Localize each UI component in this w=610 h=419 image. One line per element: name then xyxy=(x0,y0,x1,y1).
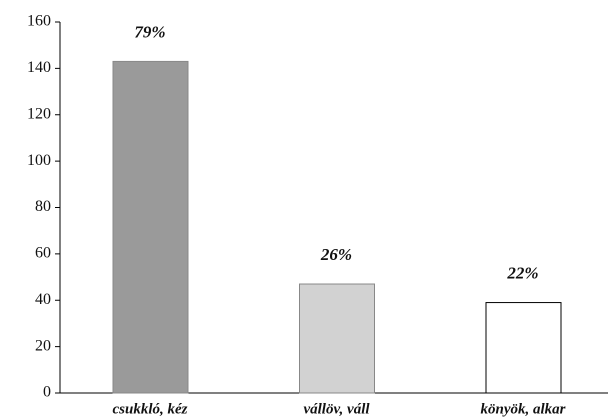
y-tick-label: 80 xyxy=(35,198,51,215)
annotation: 79% xyxy=(134,22,165,41)
bar xyxy=(112,60,189,394)
y-tick-label: 20 xyxy=(35,337,51,354)
x-tick-label: vállöv, váll xyxy=(303,401,370,417)
y-tick-label: 160 xyxy=(27,13,51,30)
y-tick-label: 0 xyxy=(43,384,51,401)
y-tick-label: 40 xyxy=(35,291,51,308)
y-tick-label: 100 xyxy=(27,152,51,169)
annotation: 22% xyxy=(506,263,538,282)
annotation: 26% xyxy=(320,245,352,264)
bar xyxy=(485,302,562,394)
x-tick-label: csukkló, kéz xyxy=(113,401,188,417)
bar xyxy=(299,283,375,394)
y-tick-label: 120 xyxy=(27,105,51,122)
y-tick-label: 60 xyxy=(35,245,51,262)
y-tick-label: 140 xyxy=(27,59,51,76)
x-tick-label: könyök, alkar xyxy=(480,401,565,417)
